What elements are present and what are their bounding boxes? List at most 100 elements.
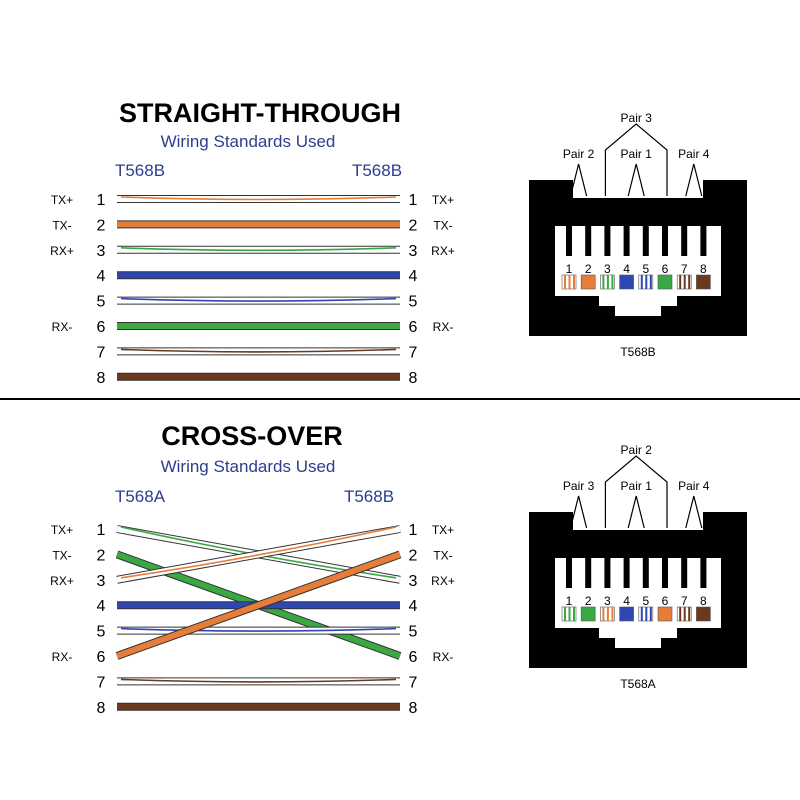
- connector-pin: [696, 606, 711, 622]
- connector-pin: [657, 274, 673, 290]
- right-pin-number: 2: [409, 547, 418, 564]
- contact-blade: [681, 226, 688, 256]
- wire: [116, 525, 401, 584]
- connector-pin-number: 8: [700, 262, 707, 276]
- right-pin-number: 5: [409, 624, 418, 641]
- left-pin-number: 5: [97, 624, 106, 641]
- left-standard-label: T568A: [115, 487, 166, 506]
- left-signal-label: RX-: [52, 320, 73, 334]
- pair-label-outer-left: Pair 2: [563, 147, 595, 161]
- contact-blade: [681, 558, 688, 588]
- right-signal-label: TX-: [433, 218, 452, 232]
- pair-label-center: Pair 1: [621, 147, 653, 161]
- straight-through-section: STRAIGHT-THROUGH Wiring Standards Used T…: [50, 98, 747, 387]
- left-pin-number: 2: [97, 547, 106, 564]
- right-signal-label: TX-: [433, 548, 452, 562]
- left-signal-label: TX-: [52, 218, 71, 232]
- pair-label-outer-left: Pair 3: [563, 479, 595, 493]
- connector-pin: [619, 606, 634, 622]
- right-signal-label: TX+: [432, 193, 454, 207]
- contact-blade: [623, 226, 630, 256]
- connector-pin: [657, 606, 673, 622]
- contact-blade: [662, 558, 668, 588]
- wire: [117, 347, 400, 356]
- left-pin-number: 7: [97, 674, 106, 691]
- connector-pin-number: 7: [681, 262, 688, 276]
- connector-pin: [580, 606, 596, 622]
- connector-pin: [676, 274, 692, 290]
- left-signal-label: RX+: [50, 244, 74, 258]
- connector-pin: [676, 606, 692, 622]
- pair-label-center: Pair 1: [621, 479, 653, 493]
- contact-blade: [623, 558, 630, 588]
- pair-bracket: [685, 495, 703, 529]
- connector-pin-number: 4: [623, 262, 630, 276]
- pair-bracket: [604, 123, 668, 196]
- pair-bracket: [627, 495, 645, 529]
- left-signal-label: RX-: [52, 650, 73, 664]
- right-pin-number: 7: [409, 674, 418, 691]
- contact-blade: [700, 558, 707, 588]
- wires: [117, 195, 400, 381]
- connector-pin: [600, 606, 615, 622]
- wire: [117, 677, 400, 686]
- right-signal-label: RX+: [431, 244, 455, 258]
- pin-rows: 1 TX+ 2 TX- 3 RX+ 4 5 6 RX- 7 8 1 TX+ 2 TX- 3 RX+ 4 5 6 RX- 7 8: [50, 522, 455, 717]
- cross-over-section: CROSS-OVER Wiring Standards Used T568A T…: [50, 421, 747, 717]
- contact-blade: [642, 558, 649, 588]
- rj45-connector: 1 2 3 4 5 6 7 8 Pair 2 Pair 1 Pair 4 Pair 3 T568B: [529, 111, 747, 359]
- pair-label-top: Pair 3: [621, 111, 653, 125]
- left-pin-number: 6: [97, 319, 106, 336]
- connector-pin: [600, 274, 615, 290]
- contact-blade: [662, 226, 668, 256]
- left-signal-label: TX-: [52, 548, 71, 562]
- left-signal-label: TX+: [51, 523, 73, 537]
- left-standard-label: T568B: [115, 161, 165, 180]
- right-pin-number: 8: [409, 700, 418, 717]
- pair-bracket: [627, 163, 645, 197]
- connector-pin: [638, 274, 654, 290]
- contact-blade: [566, 558, 572, 588]
- connector-pin: [619, 274, 634, 290]
- connector-pin-number: 1: [566, 594, 573, 608]
- contact-blade: [585, 558, 592, 588]
- wire: [117, 245, 400, 254]
- connector-pin: [580, 274, 596, 290]
- right-pin-number: 1: [409, 522, 418, 539]
- right-signal-label: RX-: [433, 320, 454, 334]
- connector-pin-number: 2: [585, 594, 592, 608]
- left-pin-number: 5: [97, 294, 106, 311]
- pair-label-outer-right: Pair 4: [678, 479, 710, 493]
- right-pin-number: 5: [409, 294, 418, 311]
- connector-pin-number: 7: [681, 594, 688, 608]
- left-pin-number: 8: [97, 370, 106, 387]
- left-pin-number: 7: [97, 344, 106, 361]
- wire: [117, 195, 400, 203]
- connector-pin-number: 3: [604, 594, 611, 608]
- section-title: CROSS-OVER: [161, 421, 343, 451]
- right-pin-number: 2: [409, 217, 418, 234]
- right-pin-number: 3: [409, 243, 418, 260]
- rj45-connector: 1 2 3 4 5 6 7 8 Pair 3 Pair 1 Pair 4 Pair 2 T568A: [529, 443, 747, 691]
- wire: [117, 296, 400, 305]
- connector-cavity: [555, 558, 721, 648]
- contact-blade: [585, 226, 592, 256]
- connector-pin-number: 5: [642, 594, 649, 608]
- wires: [115, 525, 402, 711]
- pair-bracket: [570, 163, 588, 197]
- right-signal-label: RX-: [433, 650, 454, 664]
- contact-blade: [566, 226, 572, 256]
- contact-blade: [700, 226, 707, 256]
- connector-pin: [561, 606, 577, 622]
- right-signal-label: TX+: [432, 523, 454, 537]
- connector-pin: [638, 606, 654, 622]
- right-standard-label: T568B: [344, 487, 394, 506]
- right-pin-number: 7: [409, 344, 418, 361]
- right-pin-number: 8: [409, 370, 418, 387]
- pair-bracket: [570, 495, 588, 529]
- section-subtitle: Wiring Standards Used: [161, 132, 336, 151]
- connector-pin-number: 3: [604, 262, 611, 276]
- left-signal-label: TX+: [51, 193, 73, 207]
- connector-pin-number: 5: [642, 262, 649, 276]
